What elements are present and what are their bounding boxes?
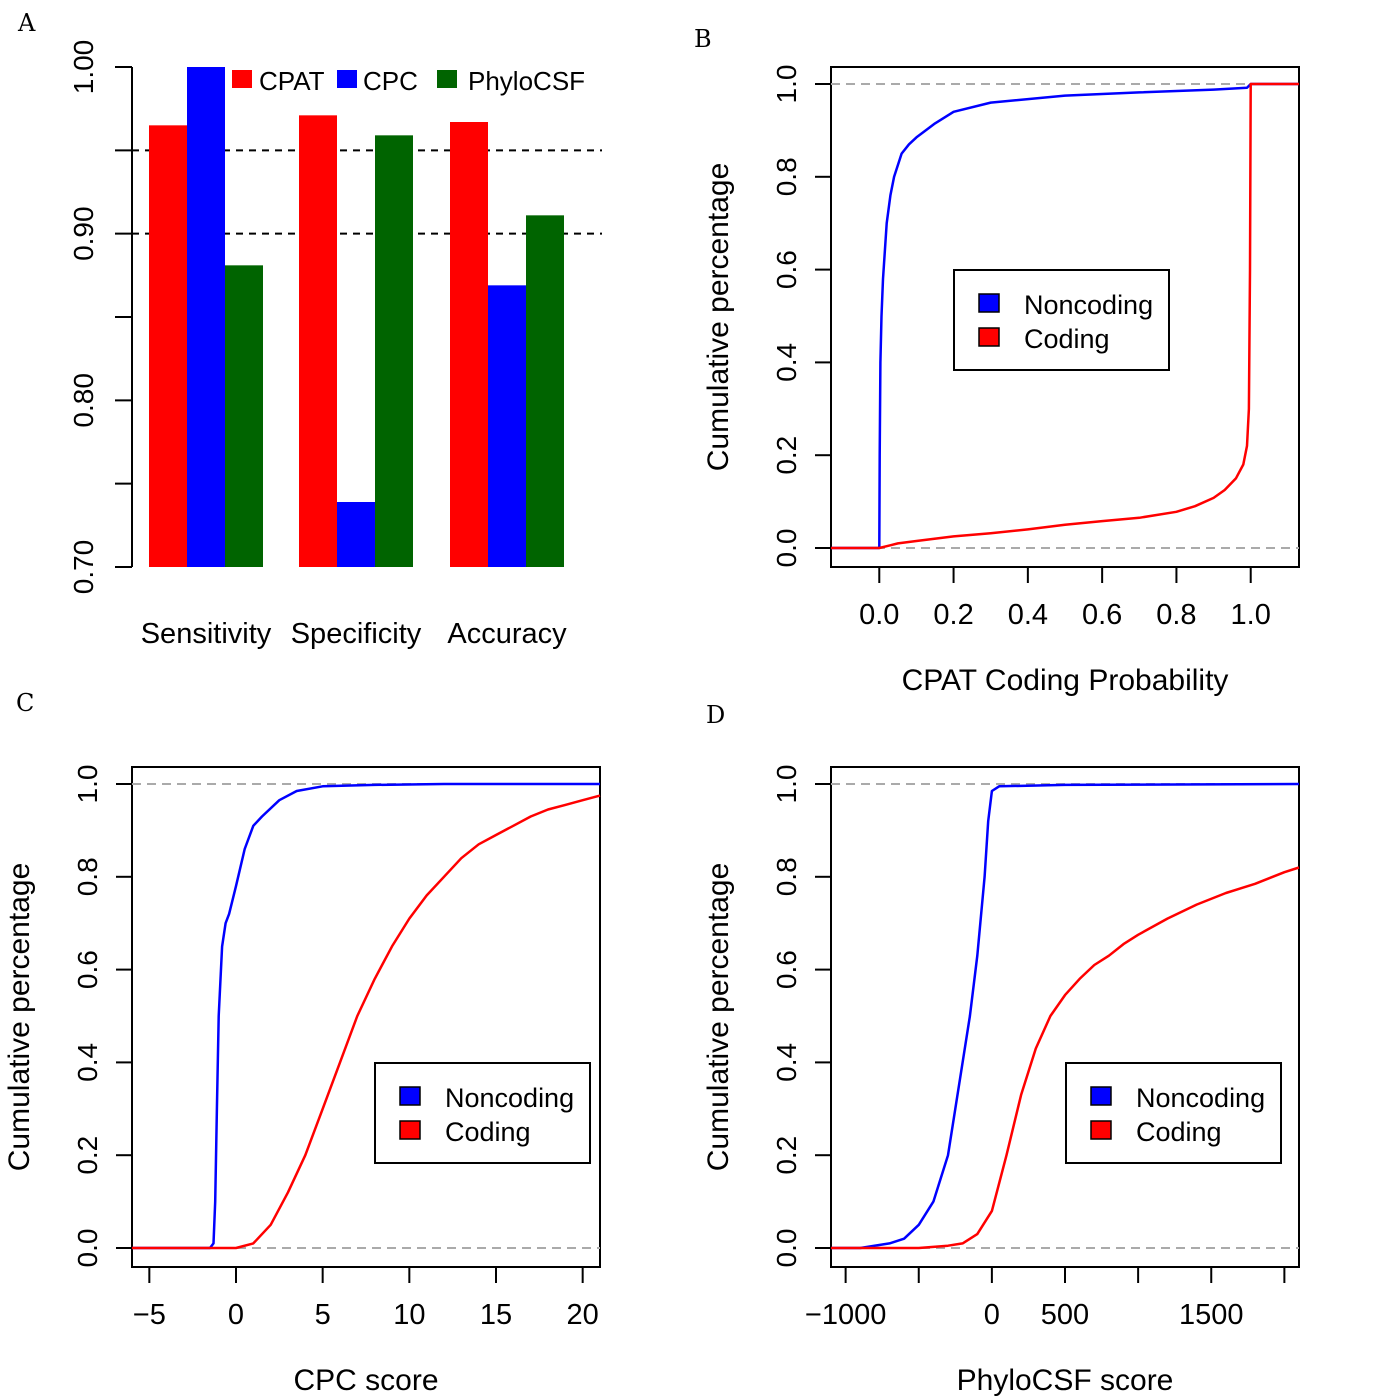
legend-box — [1065, 1062, 1282, 1164]
y-axis-title: Cumulative percentage — [702, 863, 735, 1172]
plot-frame — [131, 766, 601, 1268]
y-tick-label-4: 0.8 — [72, 857, 103, 896]
panel-label-d: D — [706, 701, 725, 729]
x-tick-label-3: 10 — [393, 1299, 425, 1331]
y-tick-label-4: 0.8 — [771, 157, 802, 196]
x-tick-label-0: −5 — [133, 1299, 166, 1331]
y-tick-label-2: 0.4 — [771, 343, 802, 382]
bar-cpat-specificity — [299, 115, 337, 567]
y-tick-label-0: 0.0 — [72, 1229, 103, 1268]
legend-label-cpc: CPC — [363, 66, 418, 96]
panel-label-b: B — [694, 25, 712, 53]
category-label-accuracy: Accuracy — [447, 618, 567, 650]
x-tick-label-1: 0.2 — [933, 599, 973, 631]
legend-swatch-phylocsf — [437, 70, 457, 88]
y-tick-label-2: 0.4 — [771, 1043, 802, 1082]
panel-label-a: A — [17, 9, 36, 37]
legend-label-cpat: CPAT — [259, 66, 325, 96]
bar-cpc-sensitivity — [187, 67, 225, 567]
bar-phylocsf-sensitivity — [225, 265, 263, 567]
y-tick-label-0: 0.0 — [771, 529, 802, 568]
y-tick-label-5: 1.0 — [771, 765, 802, 804]
legend-swatch-noncoding — [399, 1086, 421, 1106]
y-tick-label-1: 0.80 — [68, 373, 99, 428]
y-tick-label-3: 0.6 — [771, 950, 802, 989]
x-tick-label-2: 0.4 — [1008, 599, 1048, 631]
legend-box — [374, 1062, 591, 1164]
y-tick-label-1: 0.2 — [72, 1136, 103, 1175]
y-tick-label-0: 0.0 — [771, 1229, 802, 1268]
x-tick-label-5: 20 — [567, 1299, 599, 1331]
x-axis-title: PhyloCSF score — [957, 1364, 1174, 1397]
legend-label-coding: Coding — [445, 1117, 531, 1147]
bar-cpc-accuracy — [488, 285, 526, 567]
y-tick-label-2: 0.90 — [68, 206, 99, 261]
series-line-coding — [132, 794, 601, 1250]
legend-label-noncoding: Noncoding — [445, 1083, 574, 1113]
x-tick-label-1: 0 — [984, 1299, 1000, 1331]
panel-d-cumulative-plot: D 0.0 0.2 0.4 0.6 0.8 1.0 −1000 0 500 1500 PhyloCS… — [702, 701, 1300, 1397]
legend-swatch-coding — [1090, 1120, 1112, 1140]
legend-box — [953, 269, 1170, 371]
plot-frame — [830, 66, 1300, 568]
y-tick-label-5: 1.0 — [771, 65, 802, 104]
y-axis-title: Cumulative percentage — [3, 863, 36, 1172]
bar-phylocsf-accuracy — [526, 215, 564, 568]
bar-cpc-specificity — [337, 502, 375, 567]
x-tick-label-0: 0.0 — [859, 599, 899, 631]
panel-c-cumulative-plot: C 0.0 0.2 0.4 0.6 0.8 1.0 −5 0 5 10 15 20 CPC score C… — [3, 689, 601, 1397]
legend-swatch-coding — [978, 327, 1000, 347]
series-line-coding — [831, 866, 1300, 1250]
legend-swatch-noncoding — [1090, 1086, 1112, 1106]
legend-label-phylocsf: PhyloCSF — [468, 66, 585, 96]
legend-label-noncoding: Noncoding — [1136, 1083, 1265, 1113]
x-tick-label-4: 0.8 — [1156, 599, 1196, 631]
series-line-noncoding — [132, 782, 600, 1250]
legend-label-noncoding: Noncoding — [1024, 290, 1153, 320]
y-tick-label-3: 0.6 — [72, 950, 103, 989]
y-tick-label-0: 0.70 — [68, 540, 99, 595]
series-line-noncoding — [831, 82, 1299, 550]
x-tick-label-4: 15 — [480, 1299, 512, 1331]
legend-swatch-cpat — [232, 70, 252, 88]
x-axis-title: CPC score — [293, 1364, 438, 1397]
panel-a-bar-chart: A Sensitivity Specificity Accuracy 0.70 0.80… — [17, 9, 602, 650]
y-tick-label-1: 0.2 — [771, 1136, 802, 1175]
y-axis-title: Cumulative percentage — [702, 163, 735, 472]
x-tick-label-5: 1.0 — [1231, 599, 1271, 631]
plot-frame — [830, 766, 1300, 1268]
x-tick-label-0: −1000 — [805, 1299, 886, 1331]
panel-b-cumulative-plot: B 0.0 0.2 0.4 0.6 0.8 1.0 0.0 0.2 0.4 0.6 0.8 1.0 CP… — [694, 25, 1300, 697]
x-tick-label-2: 500 — [1041, 1299, 1089, 1331]
category-label-sensitivity: Sensitivity — [141, 618, 272, 650]
category-label-specificity: Specificity — [291, 618, 422, 650]
legend-label-coding: Coding — [1024, 324, 1110, 354]
legend-swatch-coding — [399, 1120, 421, 1140]
x-axis-title: CPAT Coding Probability — [902, 664, 1229, 697]
x-tick-label-3: 0.6 — [1082, 599, 1122, 631]
legend-swatch-noncoding — [978, 293, 1000, 313]
panel-label-c: C — [16, 689, 34, 717]
bar-cpat-accuracy — [450, 122, 488, 567]
y-tick-label-1: 0.2 — [771, 436, 802, 475]
y-tick-label-4: 0.8 — [771, 857, 802, 896]
y-tick-label-2: 0.4 — [72, 1043, 103, 1082]
bar-cpat-sensitivity — [149, 125, 187, 567]
y-tick-label-3: 0.6 — [771, 250, 802, 289]
x-tick-label-3: 1500 — [1179, 1299, 1244, 1331]
y-tick-label-5: 1.0 — [72, 765, 103, 804]
x-tick-label-1: 0 — [228, 1299, 244, 1331]
x-tick-label-2: 5 — [315, 1299, 331, 1331]
legend-label-coding: Coding — [1136, 1117, 1222, 1147]
series-line-noncoding — [831, 782, 1300, 1250]
bar-phylocsf-specificity — [375, 135, 413, 568]
y-tick-label-3: 1.00 — [68, 40, 99, 95]
series-line-coding — [831, 82, 1299, 550]
legend-swatch-cpc — [337, 70, 357, 88]
